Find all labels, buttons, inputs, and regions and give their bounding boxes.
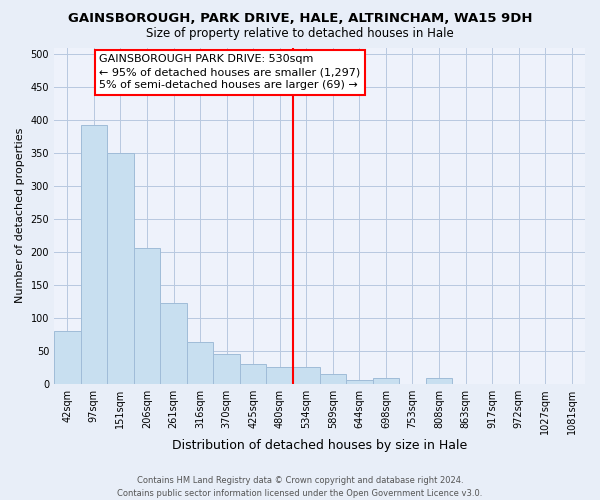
Bar <box>134 248 160 384</box>
Bar <box>214 354 240 384</box>
Bar <box>160 303 187 384</box>
Bar <box>240 364 266 384</box>
Text: Size of property relative to detached houses in Hale: Size of property relative to detached ho… <box>146 28 454 40</box>
Y-axis label: Number of detached properties: Number of detached properties <box>15 128 25 303</box>
X-axis label: Distribution of detached houses by size in Hale: Distribution of detached houses by size … <box>172 440 467 452</box>
Bar <box>320 374 346 384</box>
Bar <box>107 153 134 384</box>
Bar <box>266 367 293 384</box>
Text: GAINSBOROUGH, PARK DRIVE, HALE, ALTRINCHAM, WA15 9DH: GAINSBOROUGH, PARK DRIVE, HALE, ALTRINCH… <box>68 12 532 26</box>
Bar <box>373 378 399 384</box>
Bar <box>293 367 320 384</box>
Bar <box>187 342 214 384</box>
Bar <box>80 124 107 384</box>
Text: Contains HM Land Registry data © Crown copyright and database right 2024.
Contai: Contains HM Land Registry data © Crown c… <box>118 476 482 498</box>
Text: GAINSBOROUGH PARK DRIVE: 530sqm
← 95% of detached houses are smaller (1,297)
5% : GAINSBOROUGH PARK DRIVE: 530sqm ← 95% of… <box>99 54 361 90</box>
Bar <box>426 378 452 384</box>
Bar <box>346 380 373 384</box>
Bar <box>54 331 80 384</box>
